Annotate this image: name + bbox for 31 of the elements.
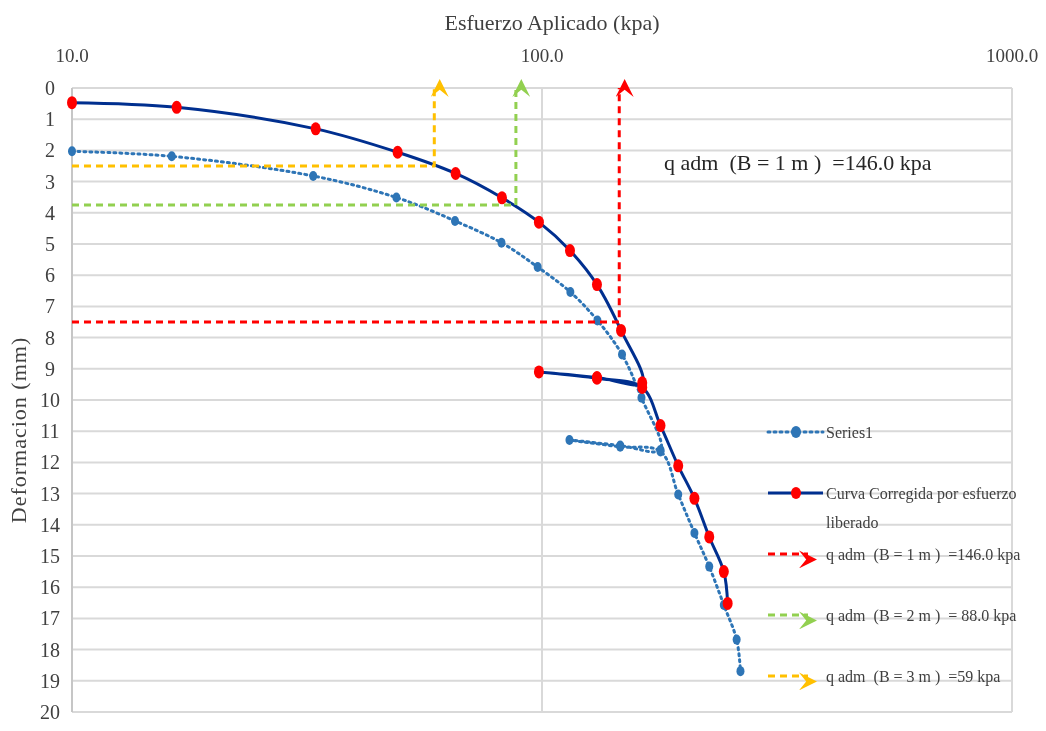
y-tick-label: 3 [45, 170, 55, 193]
x-tick-label: 100.0 [520, 45, 564, 66]
y-tick-label: 8 [45, 326, 55, 349]
y-tick-label: 15 [40, 545, 60, 567]
legend-label: q adm (B = 3 m ) =59 kpa [826, 667, 1001, 686]
y-tick-label: 16 [40, 576, 60, 599]
y-tick-label: 0 [45, 77, 55, 99]
y-tick-label: 17 [40, 607, 60, 630]
y-tick-label: 19 [40, 669, 60, 692]
y-tick-label: 6 [45, 264, 55, 287]
y-tick-label: 5 [45, 233, 55, 255]
legend-label: q adm (B = 2 m ) = 88.0 kpa [826, 606, 1017, 625]
y-tick-label: 14 [40, 513, 60, 536]
y-tick-label: 11 [40, 420, 60, 443]
y-tick-label: 1 [45, 108, 55, 131]
legend-label: Series1 [826, 423, 874, 441]
x-axis-title: Esfuerzo Aplicado (kpa) [444, 10, 660, 35]
legend-label: q adm (B = 1 m ) =146.0 kpa [826, 545, 1021, 564]
y-tick-label: 18 [40, 638, 60, 661]
annotation: q adm (B = 1 m ) =146.0 kpa [664, 150, 932, 175]
y-tick-label: 12 [40, 451, 60, 474]
x-tick-label: 1000.0 [985, 45, 1039, 66]
y-axis-title: Deformacion (mm) [6, 336, 31, 524]
y-tick-label: 7 [45, 295, 55, 318]
y-tick-label: 10 [40, 389, 60, 411]
y-tick-label: 9 [45, 357, 55, 380]
y-tick-label: 13 [40, 482, 60, 505]
y-tick-label: 4 [45, 201, 55, 224]
x-tick-label: 10.0 [55, 45, 89, 66]
y-tick-label: 2 [45, 139, 55, 162]
y-tick-label: 20 [40, 701, 60, 723]
